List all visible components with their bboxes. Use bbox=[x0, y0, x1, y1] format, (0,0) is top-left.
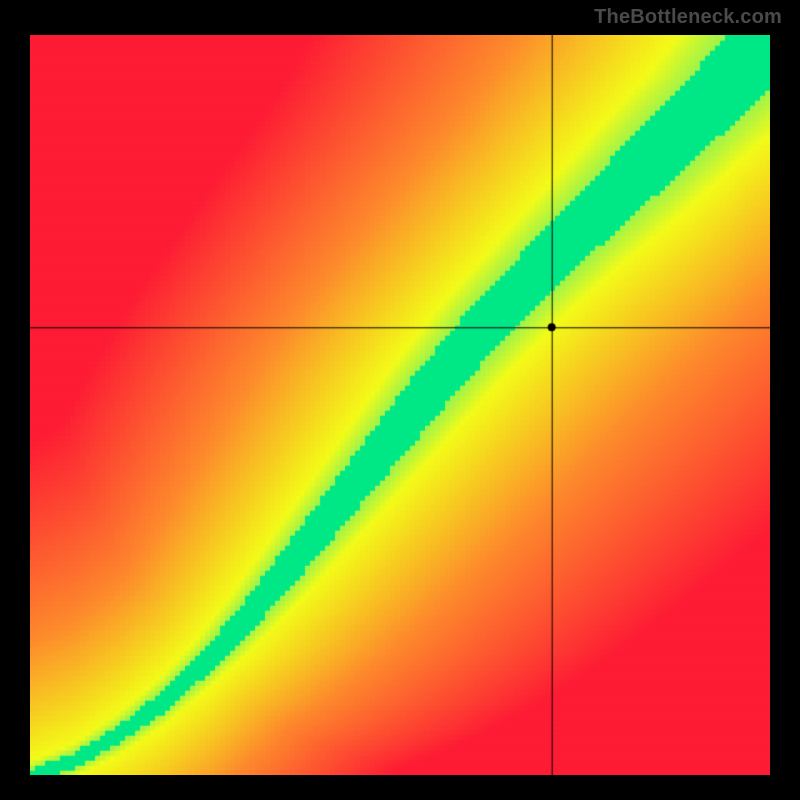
attribution-label: TheBottleneck.com bbox=[594, 6, 782, 29]
chart-container: TheBottleneck.com bbox=[0, 0, 800, 800]
heatmap-plot bbox=[30, 35, 770, 775]
heatmap-canvas bbox=[30, 35, 770, 775]
